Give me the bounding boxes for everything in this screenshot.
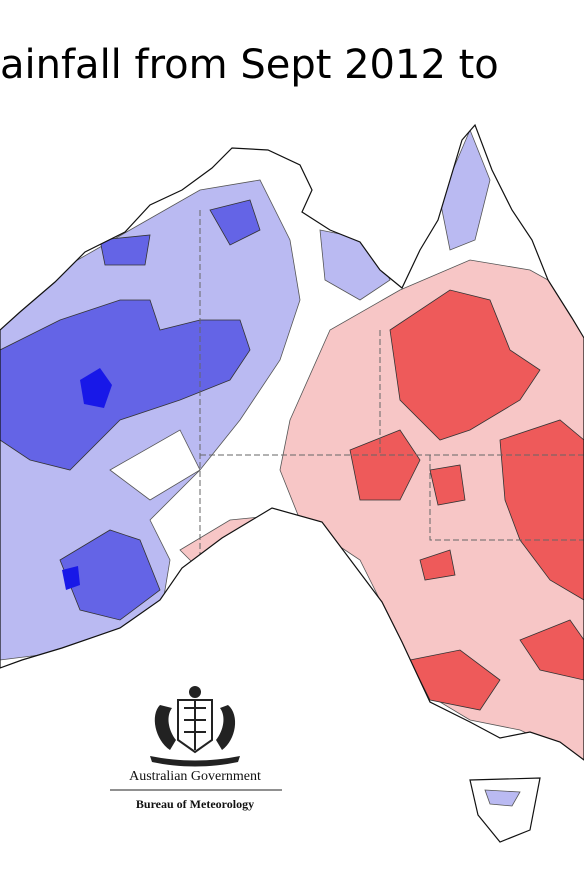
well-above-area <box>59 529 161 621</box>
well-above-area <box>0 299 251 471</box>
logo-line-2: Bureau of Meteorology <box>136 797 254 811</box>
average-area <box>109 429 201 501</box>
logo-line-1: Australian Government <box>129 769 261 784</box>
well-below-area <box>349 429 421 501</box>
map-title: ainfall from Sept 2012 to <box>0 42 499 88</box>
highest-area <box>80 368 112 408</box>
tasmania <box>469 777 541 843</box>
well-below-area <box>215 540 240 558</box>
above-average-area <box>439 128 491 251</box>
well-below-area <box>389 289 541 441</box>
well-below-area <box>419 549 456 581</box>
well-below-area <box>409 649 501 711</box>
coat-of-arms <box>150 686 240 767</box>
above-average-area <box>484 789 521 807</box>
well-below-area <box>519 619 584 681</box>
well-below-area <box>499 419 584 601</box>
state-border <box>199 210 584 560</box>
well-below-area <box>429 464 466 506</box>
rainfall-map <box>0 125 584 760</box>
well-above-area <box>99 234 151 266</box>
highest-area <box>62 566 80 590</box>
well-above-area <box>209 199 261 246</box>
